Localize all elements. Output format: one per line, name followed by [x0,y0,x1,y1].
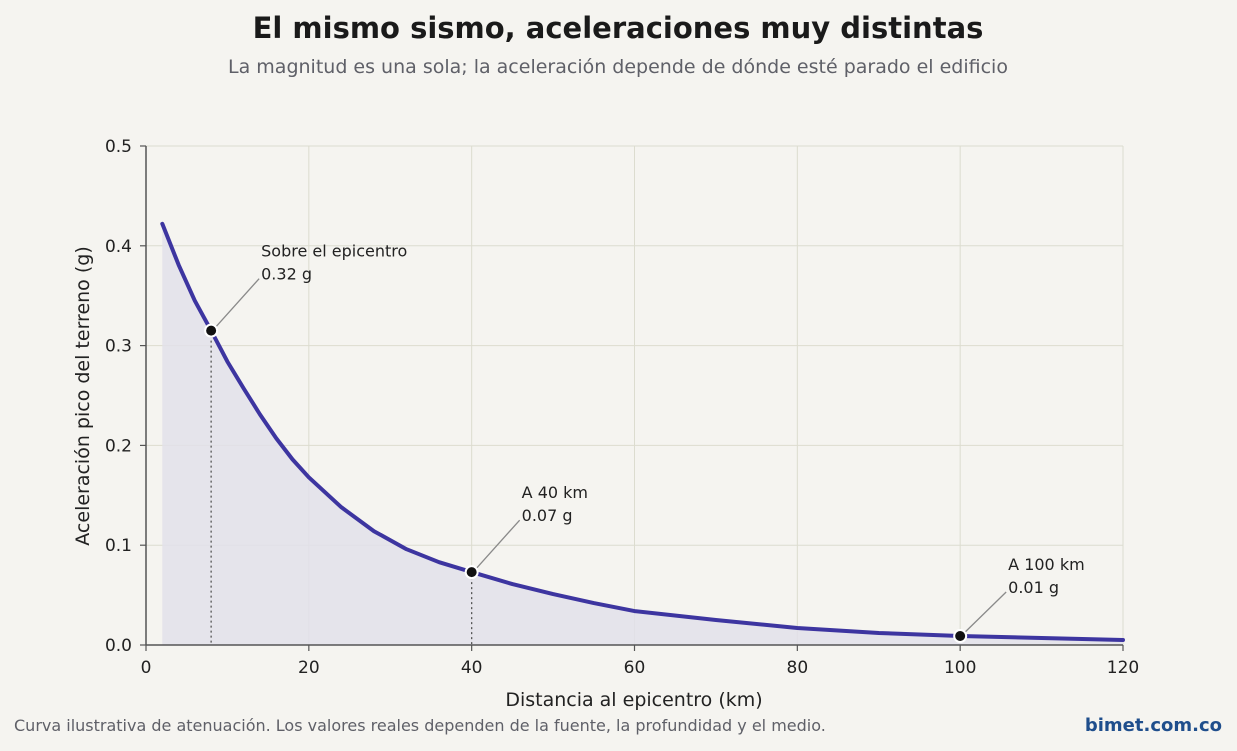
annotation-title: A 40 km [522,483,588,502]
chart-title: El mismo sismo, aceleraciones muy distin… [253,11,984,45]
annotation-value: 0.07 g [522,506,573,525]
annotation-leader [963,591,1007,634]
x-tick-label: 20 [298,658,320,678]
annotation-point [204,323,219,338]
x-tick-label: 40 [461,658,483,678]
y-tick-label: 0.5 [105,137,132,157]
annotation-title: Sobre el epicentro [261,242,407,261]
axes: 0 20 40 60 80 100 120 0.0 0.1 0.2 0.3 0.4 0.5 [105,137,1139,678]
brand-link[interactable]: bimet.com.co [1085,715,1222,736]
y-tick-label: 0.0 [105,636,132,656]
annotation-point [953,629,968,644]
chart-subtitle: La magnitud es una sola; la aceleración … [228,56,1008,78]
footer-note: Curva ilustrativa de atenuación. Los val… [14,716,826,735]
y-axis-label: Aceleración pico del terreno (g) [72,246,94,545]
x-tick-label: 120 [1107,658,1139,678]
y-tick-label: 0.1 [105,536,132,556]
x-tick-label: 80 [787,658,809,678]
x-tick-label: 60 [624,658,646,678]
x-axis-label: Distancia al epicentro (km) [505,689,762,711]
y-tick-label: 0.3 [105,337,132,357]
x-tick-label: 100 [944,658,976,678]
annotation-point [464,565,479,580]
attenuation-curve [160,221,1125,642]
annotation-leader [475,519,521,570]
annotations: Sobre el epicentro 0.32 g A 40 km 0.07 g A 1… [204,242,1085,644]
annotation-title: A 100 km [1008,555,1085,574]
annotation-value: 0.01 g [1008,578,1059,597]
area-fill [162,223,1124,646]
x-tick-label: 0 [141,658,152,678]
annotation-leader [214,278,260,329]
annotation-value: 0.32 g [261,265,312,284]
droplines [210,330,473,645]
y-tick-label: 0.4 [105,237,132,257]
y-tick-label: 0.2 [105,436,132,456]
